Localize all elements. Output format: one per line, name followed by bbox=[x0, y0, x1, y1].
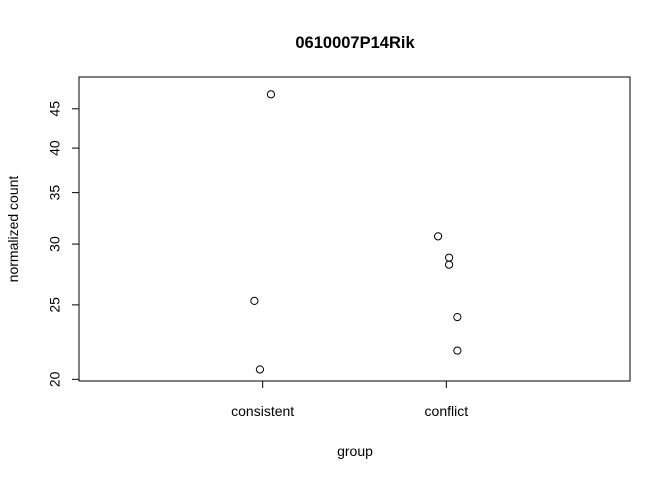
y-axis: 20 25 30 35 40 45 bbox=[47, 101, 80, 387]
y-tick-label: 40 bbox=[47, 140, 63, 156]
data-point-conflict bbox=[433, 232, 443, 241]
x-axis-label: group bbox=[337, 443, 373, 459]
data-point-conflict bbox=[444, 260, 454, 269]
data-point-conflict bbox=[453, 313, 462, 322]
data-point-conflict bbox=[453, 346, 462, 355]
data-point-consistent bbox=[250, 296, 259, 306]
y-tick-label: 25 bbox=[47, 297, 63, 313]
y-tick-label: 30 bbox=[47, 236, 63, 252]
data-point-consistent bbox=[266, 90, 276, 99]
y-tick-label: 45 bbox=[47, 101, 63, 117]
x-axis: consistent conflict bbox=[231, 380, 469, 419]
data-points bbox=[250, 90, 462, 374]
x-tick-label-consistent: consistent bbox=[231, 403, 294, 419]
y-axis-label: normalized count bbox=[5, 176, 21, 283]
chart-title: 0610007P14Rik bbox=[295, 34, 415, 52]
y-tick-label: 35 bbox=[47, 185, 63, 201]
y-tick-label: 20 bbox=[47, 371, 63, 387]
data-point-conflict bbox=[444, 253, 454, 262]
data-point-consistent bbox=[255, 365, 265, 374]
plot-frame bbox=[78, 76, 631, 382]
x-tick-label-conflict: conflict bbox=[425, 403, 469, 419]
